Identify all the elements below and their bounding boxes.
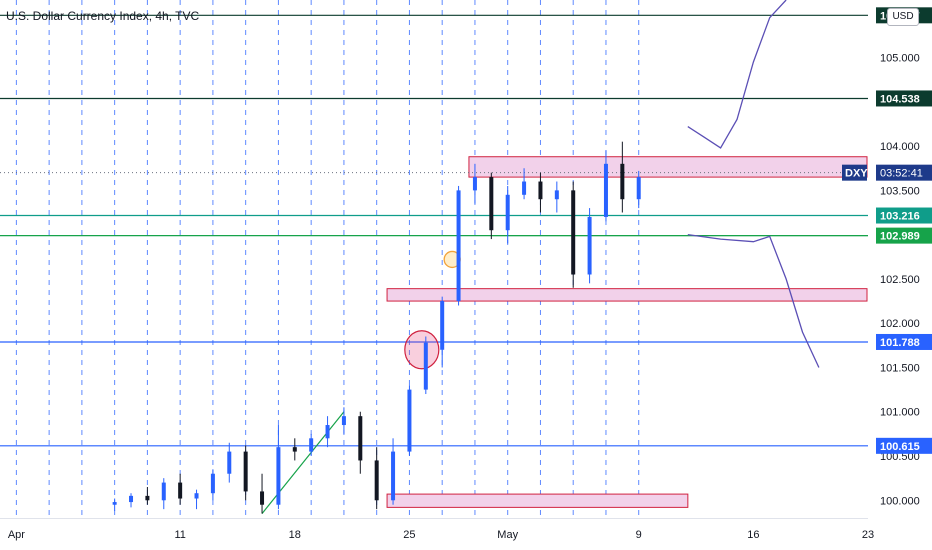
candle-body <box>440 301 445 350</box>
candle-body <box>210 473 215 494</box>
price-axis[interactable]: 100.000 100.500 101.000 101.500 102.000 102.5… <box>842 0 932 550</box>
highlight-ellipse <box>404 330 440 370</box>
supply-demand-zone <box>386 288 868 302</box>
candle-body <box>276 447 281 505</box>
candle-body <box>505 194 510 231</box>
price-tick-label: 100.500 <box>880 451 920 463</box>
time-tick-label: 9 <box>636 529 642 541</box>
price-tick-label: 104.000 <box>880 141 920 153</box>
candle-body <box>391 451 396 501</box>
candle-body <box>145 495 150 501</box>
level-price-label: 100.615 <box>880 441 920 453</box>
candle-body <box>129 495 134 503</box>
candle-body <box>407 389 412 452</box>
supply-demand-zone <box>386 493 689 508</box>
candle-body <box>554 190 559 200</box>
candle-body <box>309 438 314 452</box>
supply-demand-zone <box>468 156 868 178</box>
price-tick-label: 100.000 <box>880 495 920 507</box>
level-price-label: 104.538 <box>880 93 920 105</box>
annotations <box>261 0 820 514</box>
price-tick-label: 101.500 <box>880 362 920 374</box>
level-price-label: 101.788 <box>880 337 920 349</box>
candle-body <box>194 493 199 499</box>
time-tick-label: 18 <box>289 529 301 541</box>
price-tick-label: 102.000 <box>880 318 920 330</box>
candle-body <box>636 177 641 200</box>
time-tick-label: 23 <box>862 529 874 541</box>
candle-body <box>243 451 248 492</box>
bullish-projection-path <box>687 0 787 149</box>
time-axis[interactable]: Apr 11 18 25 May 9 16 23 <box>0 518 932 550</box>
currency-button[interactable]: USD <box>887 8 919 26</box>
level-label-bg <box>876 437 932 454</box>
candle-body <box>292 447 297 452</box>
candle-body <box>587 216 592 275</box>
countdown-bg <box>876 164 932 181</box>
time-tick-label: May <box>497 529 518 541</box>
level-price-label: 103.216 <box>880 211 920 223</box>
time-axis-bg <box>0 518 932 550</box>
level-label-bg <box>876 333 932 350</box>
symbol-tag-bg <box>842 164 867 181</box>
candle-body <box>374 460 379 501</box>
candle-body <box>423 342 428 390</box>
candles <box>112 141 641 514</box>
candle-body <box>178 482 183 499</box>
candle-body <box>620 163 625 200</box>
level-label-bg <box>876 207 932 224</box>
candle-body <box>489 177 494 231</box>
price-tick-label: 103.500 <box>880 185 920 197</box>
trend-line <box>261 411 345 514</box>
candle-body <box>325 425 330 439</box>
candle-body <box>538 181 543 200</box>
level-label-bg <box>876 90 932 107</box>
candle-body <box>472 177 477 191</box>
candle-body <box>260 491 265 505</box>
candle-body <box>571 190 576 275</box>
time-tick-label: Apr <box>8 529 25 541</box>
support-resistance-zones <box>386 156 868 508</box>
candle-body <box>522 181 527 195</box>
time-tick-label: 25 <box>403 529 415 541</box>
candle-body <box>341 416 346 426</box>
chart-title: U.S. Dollar Currency Index, 4h, TVC <box>6 9 200 23</box>
candle-body <box>358 416 363 461</box>
symbol-tag: DXY <box>845 168 868 180</box>
level-label-bg <box>876 227 932 244</box>
candle-body <box>227 451 232 474</box>
bearish-projection-path <box>687 233 820 368</box>
price-tick-label: 105.000 <box>880 53 920 65</box>
time-tick-label: 16 <box>747 529 759 541</box>
price-tick-label: 102.500 <box>880 274 920 286</box>
candle-body <box>603 163 608 217</box>
time-tick-label: 11 <box>174 529 185 541</box>
candle-body <box>112 502 117 505</box>
price-tick-label: 101.000 <box>880 407 920 419</box>
level-price-label: 102.989 <box>880 231 920 243</box>
candle-body <box>456 190 461 302</box>
horizontal-levels <box>0 14 868 447</box>
candle-body <box>161 482 166 501</box>
countdown-label: 03:52:41 <box>880 168 923 180</box>
